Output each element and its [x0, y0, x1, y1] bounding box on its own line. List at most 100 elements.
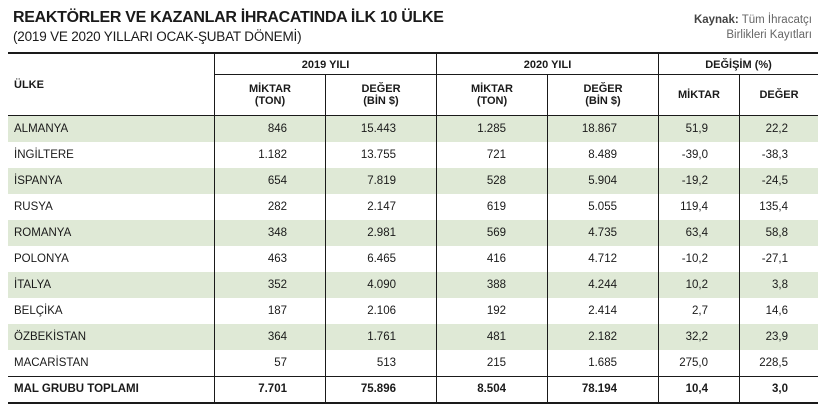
table-row: ÖZBEKİSTAN 364 1.761 481 2.182 32,2 23,9: [8, 324, 818, 350]
val-2020-cell: 4.712: [588, 253, 617, 265]
qty-2019-cell: 348: [267, 227, 287, 239]
qty-2020-cell: 416: [486, 253, 506, 265]
val-2020-cell: 5.055: [588, 201, 617, 213]
qty-2019-cell: 7.701: [258, 383, 287, 395]
qty-2020-cell: 8.504: [477, 383, 506, 395]
change-val-cell: -24,5: [761, 175, 788, 187]
country-name: ÖZBEKİSTAN: [14, 331, 86, 343]
change-qty-cell: 63,4: [685, 227, 708, 239]
val-2019-cell: 2.147: [367, 201, 396, 213]
page-title: REAKTÖRLER VE KAZANLAR İHRACATINDA İLK 1…: [13, 9, 444, 26]
header-2019-val: DEĞER (BİN $): [361, 83, 401, 107]
country-name: ROMANYA: [14, 227, 72, 239]
change-qty-cell: -39,0: [681, 149, 708, 161]
val-2020-cell: 1.685: [588, 357, 617, 369]
val-2019-cell: 6.465: [367, 253, 396, 265]
qty-2019-cell: 187: [267, 305, 287, 317]
change-val-cell: 135,4: [759, 201, 788, 213]
val-2020-cell: 78.194: [581, 383, 617, 395]
country-name: ALMANYA: [14, 123, 69, 135]
source-note: Kaynak: Tüm İhracatçı Birlikleri Kayıtla…: [694, 13, 812, 43]
qty-2019-cell: 654: [267, 175, 287, 187]
country-name: POLONYA: [14, 253, 69, 265]
header-2020-val: DEĞER (BİN $): [583, 83, 623, 107]
qty-2020-cell: 721: [486, 149, 506, 161]
val-2019-cell: 513: [376, 357, 396, 369]
qty-2019-cell: 364: [267, 331, 287, 343]
country-name: MACARİSTAN: [14, 357, 89, 369]
val-2019-cell: 7.819: [367, 175, 396, 187]
header-change-val: DEĞER: [759, 89, 799, 101]
change-qty-cell: -19,2: [681, 175, 708, 187]
country-name: İSPANYA: [14, 175, 63, 187]
qty-2019-cell: 846: [267, 123, 287, 135]
qty-2020-cell: 1.285: [477, 123, 506, 135]
val-2020-cell: 5.904: [588, 175, 617, 187]
qty-2019-cell: 463: [267, 253, 287, 265]
change-val-cell: 22,2: [765, 123, 788, 135]
qty-2020-cell: 192: [486, 305, 506, 317]
qty-2019-cell: 57: [274, 357, 287, 369]
val-2020-cell: 2.182: [588, 331, 617, 343]
change-qty-cell: 275,0: [679, 357, 708, 369]
country-name: MAL GRUBU TOPLAMI: [14, 383, 139, 395]
change-val-cell: 58,8: [765, 227, 788, 239]
qty-2020-cell: 481: [486, 331, 506, 343]
source-text-1: Tüm İhracatçı: [741, 14, 812, 26]
table-row: MACARİSTAN 57 513 215 1.685 275,0 228,5: [8, 350, 818, 376]
header-change-qty: MİKTAR: [678, 89, 720, 101]
source-text-2: Birlikleri Kayıtları: [726, 29, 812, 41]
export-table: ÜLKE 2019 YILI 2020 YILI DEĞİŞİM (%) MİK…: [8, 52, 818, 404]
val-2019-cell: 4.090: [367, 279, 396, 291]
val-2020-cell: 4.244: [588, 279, 617, 291]
change-qty-cell: 10,4: [685, 383, 708, 395]
country-name: İNGİLTERE: [14, 149, 74, 161]
table-row: BELÇİKA 187 2.106 192 2.414 2,7 14,6: [8, 298, 818, 324]
change-val-cell: -38,3: [761, 149, 788, 161]
table-header: ÜLKE 2019 YILI 2020 YILI DEĞİŞİM (%) MİK…: [8, 52, 818, 116]
change-qty-cell: 119,4: [680, 201, 708, 213]
table-row: ALMANYA 846 15.443 1.285 18.867 51,9 22,2: [8, 116, 818, 142]
val-2019-cell: 15.443: [360, 123, 396, 135]
change-qty-cell: 32,2: [685, 331, 708, 343]
header-2019: 2019 YILI: [301, 59, 350, 71]
change-qty-cell: 10,2: [685, 279, 708, 291]
qty-2020-cell: 215: [486, 357, 506, 369]
header-country: ÜLKE: [14, 79, 44, 91]
country-name: BELÇİKA: [14, 305, 63, 317]
header-2019-qty: MİKTAR (TON): [249, 83, 291, 107]
val-2020-cell: 2.414: [588, 305, 617, 317]
table-row: İTALYA 352 4.090 388 4.244 10,2 3,8: [8, 272, 818, 298]
change-qty-cell: 2,7: [692, 305, 708, 317]
qty-2020-cell: 388: [486, 279, 506, 291]
total-row: MAL GRUBU TOPLAMI 7.701 75.896 8.504 78.194 1…: [8, 376, 818, 404]
change-val-cell: 3,0: [772, 383, 788, 395]
change-val-cell: 228,5: [759, 357, 788, 369]
country-name: İTALYA: [14, 279, 52, 291]
header-change: DEĞİŞİM (%): [705, 59, 772, 71]
country-name: RUSYA: [14, 201, 53, 213]
qty-2019-cell: 282: [267, 201, 287, 213]
qty-2020-cell: 569: [486, 227, 506, 239]
page-subtitle: (2019 VE 2020 YILLARI OCAK-ŞUBAT DÖNEMİ): [13, 29, 302, 44]
val-2019-cell: 75.896: [360, 383, 396, 395]
header-2020: 2020 YILI: [523, 59, 572, 71]
change-val-cell: 3,8: [772, 279, 788, 291]
val-2019-cell: 2.981: [367, 227, 396, 239]
val-2020-cell: 8.489: [588, 149, 617, 161]
qty-2020-cell: 619: [486, 201, 506, 213]
val-2019-cell: 2.106: [367, 305, 396, 317]
table-row: POLONYA 463 6.465 416 4.712 -10,2 -27,1: [8, 246, 818, 272]
table-row: İSPANYA 654 7.819 528 5.904 -19,2 -24,5: [8, 168, 818, 194]
table-row: ROMANYA 348 2.981 569 4.735 63,4 58,8: [8, 220, 818, 246]
change-qty-cell: 51,9: [685, 123, 708, 135]
table-row: RUSYA 282 2.147 619 5.055 119,4 135,4: [8, 194, 818, 220]
table-body: ALMANYA 846 15.443 1.285 18.867 51,9 22,2 İNGİL…: [8, 116, 818, 404]
change-val-cell: 14,6: [765, 305, 788, 317]
change-qty-cell: -10,2: [681, 253, 708, 265]
val-2019-cell: 13.755: [360, 149, 396, 161]
qty-2019-cell: 1.182: [258, 149, 287, 161]
change-val-cell: -27,1: [761, 253, 788, 265]
val-2020-cell: 4.735: [588, 227, 617, 239]
val-2020-cell: 18.867: [581, 123, 617, 135]
